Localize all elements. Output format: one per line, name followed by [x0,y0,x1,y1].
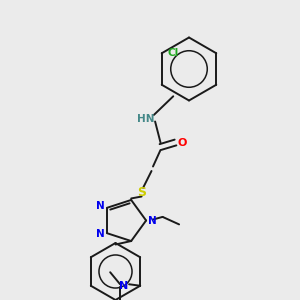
Text: N: N [96,201,105,211]
Text: N: N [96,229,105,239]
Text: N: N [119,281,128,291]
Text: HN: HN [137,113,154,124]
Text: N: N [148,215,157,226]
Text: Cl: Cl [167,48,179,58]
Text: S: S [137,185,146,199]
Text: O: O [177,137,187,148]
